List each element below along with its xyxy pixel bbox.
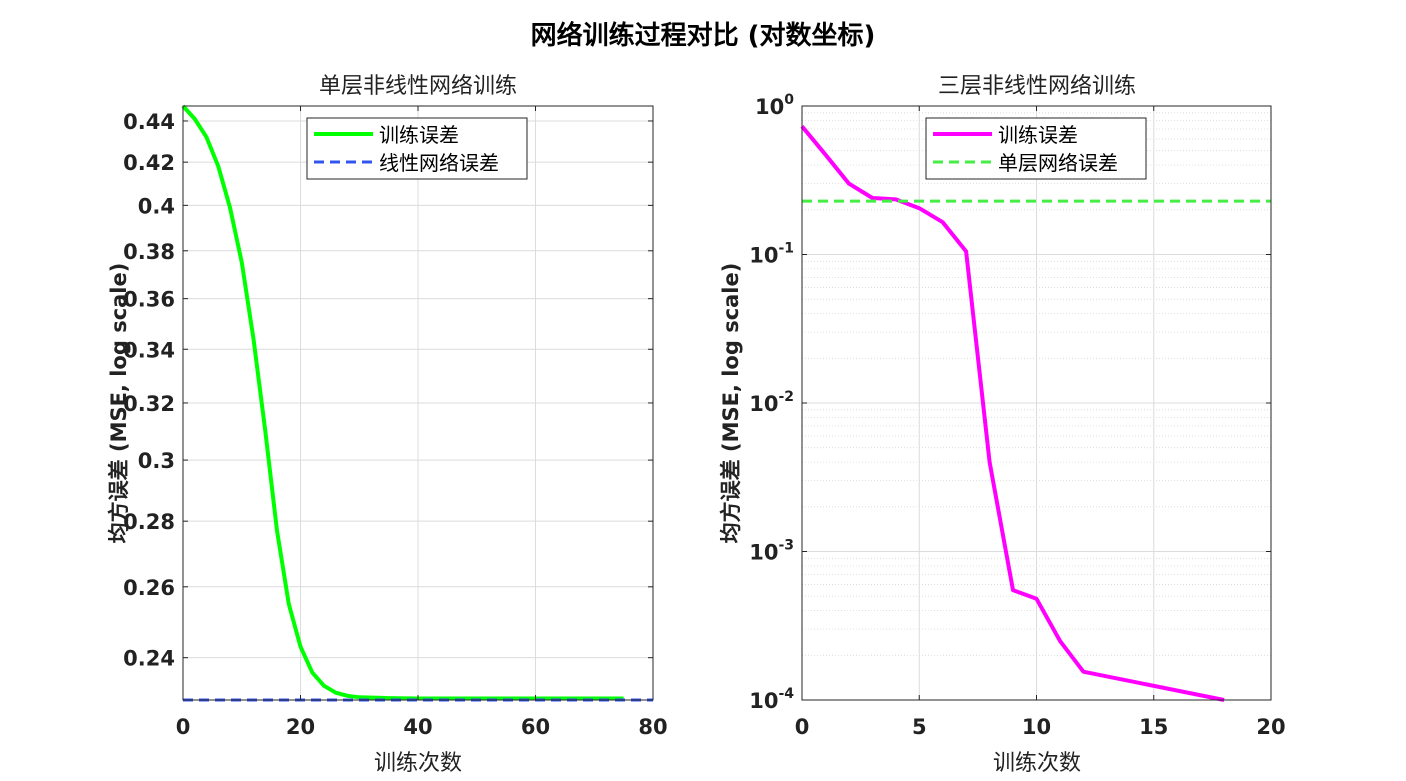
x-axis-label: 训练次数: [993, 751, 1081, 776]
y-tick-label: 0.4: [138, 194, 175, 218]
series-line-0: [800, 125, 1225, 702]
y-tick-label: 0.34: [123, 338, 175, 362]
y-tick-label: 0.42: [123, 151, 175, 175]
y-tick-label: 10-4: [749, 686, 794, 713]
y-tick-label: 0.28: [123, 510, 175, 534]
x-tick-label: 20: [1256, 715, 1285, 739]
figure-title: 网络训练过程对比 (对数坐标): [531, 20, 876, 51]
y-tick-label: 0.26: [123, 576, 175, 600]
legend-label-train: 训练误差: [379, 123, 459, 147]
x-tick-label: 0: [795, 715, 810, 739]
x-tick-label: 15: [1139, 715, 1168, 739]
y-axis-label: 均方误差 (MSE, log scale): [719, 263, 743, 544]
y-tick-label: 0.44: [123, 110, 175, 134]
y-tick-label: 10-1: [749, 241, 794, 268]
x-tick-label: 0: [176, 715, 191, 739]
legend-label-single: 单层网络误差: [998, 151, 1118, 175]
legend: 训练误差 线性网络误差: [306, 117, 528, 180]
legend: 训练误差 单层网络误差: [925, 117, 1147, 180]
chart-three-layer: 三层非线性网络训练 10-4 10-3 10-2 10-1 100 0 5 10 15 20 训练…: [719, 74, 1286, 776]
x-tick-label: 5: [912, 715, 927, 739]
y-tick-label: 0.36: [123, 288, 175, 312]
x-tick-label: 60: [521, 715, 550, 739]
y-tick-label: 0.32: [123, 392, 175, 416]
legend-label-train: 训练误差: [998, 123, 1078, 147]
y-tick-label: 0.24: [123, 647, 175, 671]
x-tick-label: 20: [286, 715, 315, 739]
y-tick-label: 10-2: [749, 389, 794, 416]
legend-box: [306, 117, 528, 180]
chart-single-layer: 单层非线性网络训练 0.24 0.26 0.28 0.3 0.32 0.34 0.36 0.3…: [107, 74, 668, 776]
x-tick-label: 80: [638, 715, 667, 739]
x-axis-label: 训练次数: [374, 751, 462, 776]
x-tick-label: 40: [403, 715, 432, 739]
chart-title: 三层非线性网络训练: [938, 74, 1136, 99]
legend-label-linear: 线性网络误差: [379, 151, 499, 175]
y-tick-label: 100: [755, 92, 794, 119]
chart-title: 单层非线性网络训练: [319, 74, 517, 99]
legend-box: [925, 117, 1147, 180]
y-tick-label: 0.3: [138, 449, 175, 473]
y-tick-label: 0.38: [123, 240, 175, 264]
y-tick-label: 10-3: [749, 538, 794, 565]
y-axis-label: 均方误差 (MSE, log scale): [107, 263, 131, 544]
series-line-0: [181, 104, 624, 701]
x-tick-label: 10: [1022, 715, 1051, 739]
